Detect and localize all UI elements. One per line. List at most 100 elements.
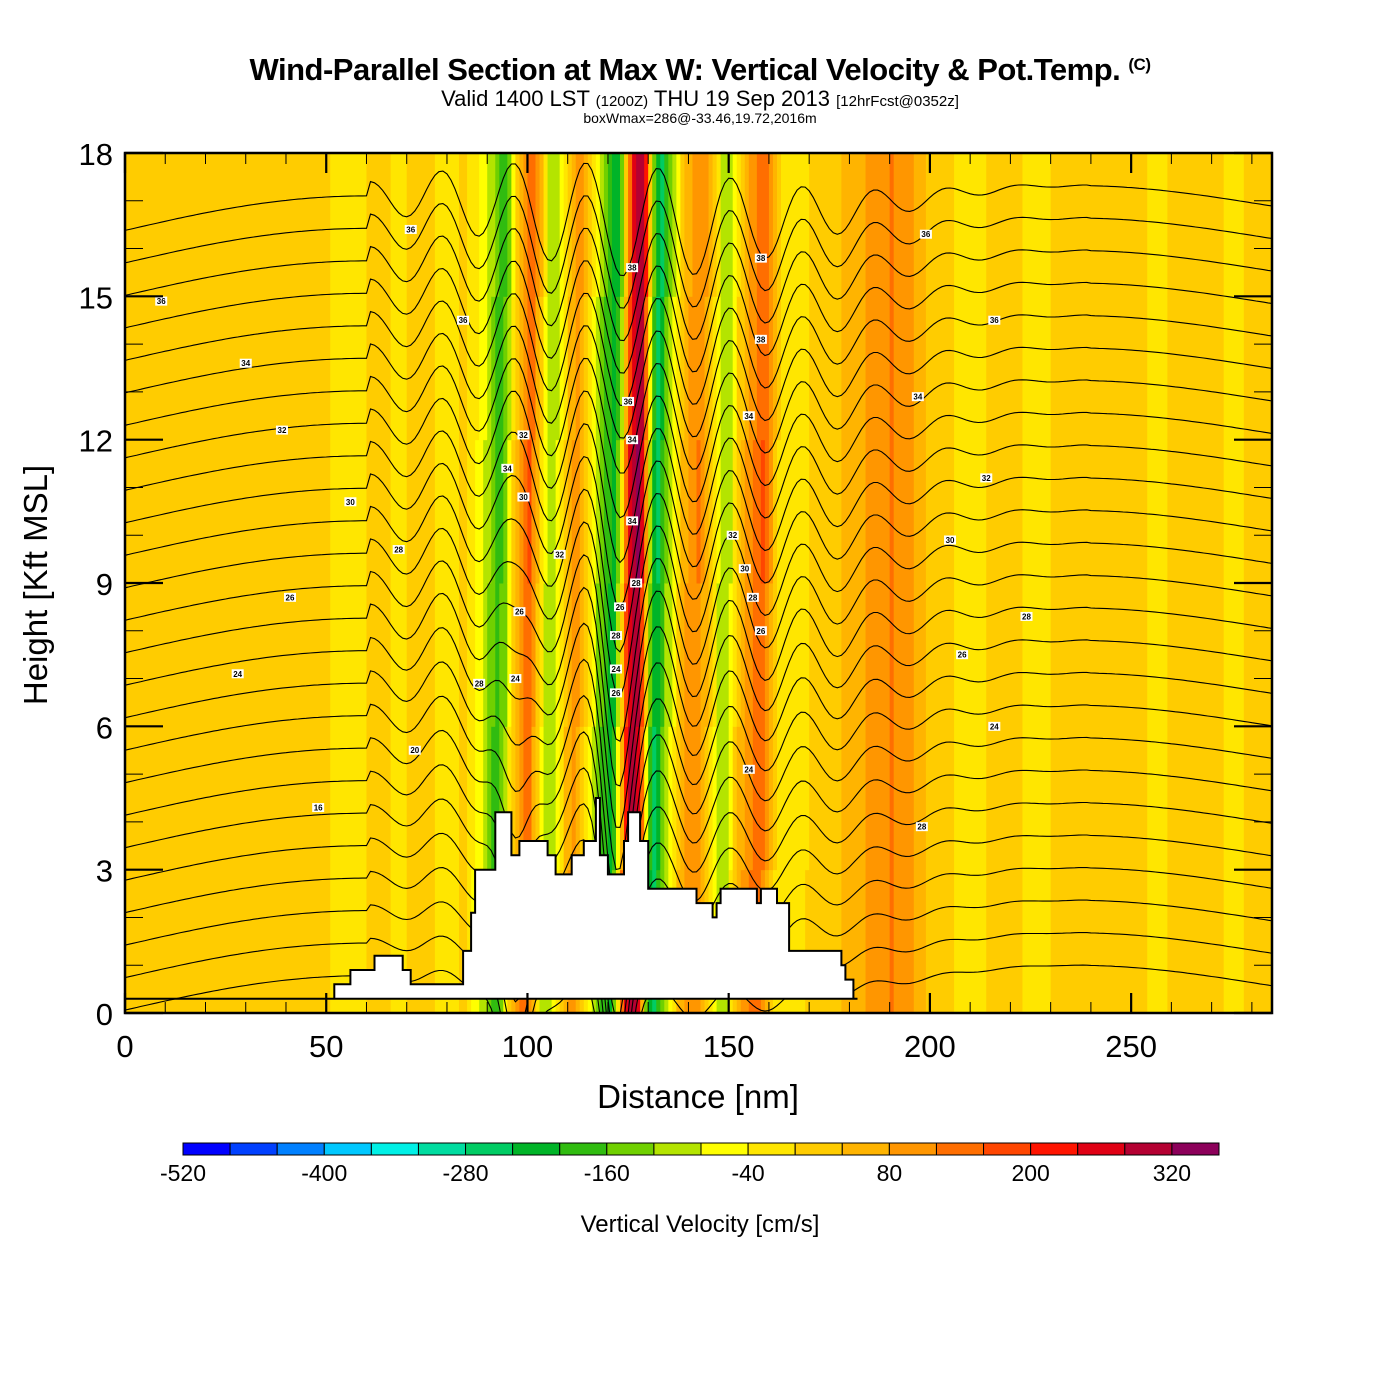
- velocity-cell: [410, 869, 416, 1013]
- velocity-cell: [1127, 439, 1132, 584]
- velocity-cell: [929, 583, 935, 727]
- isentrope-line: [125, 764, 1272, 992]
- velocity-cell: [1074, 439, 1080, 584]
- contour-label: 24: [509, 674, 522, 684]
- velocity-cell: [1018, 439, 1024, 584]
- velocity-cell: [1251, 439, 1257, 584]
- velocity-cell: [793, 869, 798, 1013]
- velocity-cell: [636, 583, 641, 727]
- velocity-cell: [595, 439, 601, 584]
- velocity-cell: [672, 153, 677, 297]
- velocity-cell: [865, 726, 871, 871]
- velocity-cell: [756, 296, 762, 441]
- velocity-cell: [1263, 439, 1269, 584]
- velocity-cell: [575, 439, 581, 584]
- velocity-cell: [1030, 153, 1036, 297]
- contour-label-text: 26: [515, 608, 524, 617]
- velocity-cell: [450, 726, 456, 871]
- velocity-cell: [1014, 583, 1020, 727]
- velocity-cell: [310, 296, 315, 441]
- velocity-cell: [277, 296, 283, 441]
- velocity-cell: [249, 153, 255, 297]
- velocity-cell: [265, 869, 271, 1013]
- velocity-cell: [760, 153, 766, 297]
- velocity-cell: [165, 583, 170, 727]
- velocity-cell: [269, 583, 275, 727]
- velocity-cell: [913, 583, 919, 727]
- velocity-cell: [676, 296, 681, 441]
- velocity-cell: [978, 869, 983, 1013]
- velocity-cell: [1082, 869, 1088, 1013]
- velocity-cell: [1251, 153, 1257, 297]
- velocity-cell: [837, 869, 842, 1013]
- velocity-cell: [294, 439, 299, 584]
- velocity-cell: [716, 439, 722, 584]
- velocity-cell: [306, 296, 311, 441]
- velocity-cell: [455, 869, 460, 1013]
- velocity-cell: [1267, 583, 1272, 727]
- velocity-cell: [1074, 583, 1080, 727]
- contour-label-text: 28: [612, 632, 621, 641]
- velocity-cell: [688, 153, 694, 297]
- velocity-cell: [487, 583, 492, 727]
- velocity-cell: [523, 296, 529, 441]
- velocity-cell: [797, 296, 802, 441]
- velocity-cell: [1255, 726, 1261, 871]
- velocity-cell: [1247, 439, 1253, 584]
- velocity-cell: [809, 296, 814, 441]
- velocity-cell: [1082, 439, 1088, 584]
- velocity-cell: [463, 439, 468, 584]
- velocity-cell: [1054, 153, 1060, 297]
- velocity-cell: [1090, 439, 1096, 584]
- velocity-cell: [205, 153, 211, 297]
- velocity-cell: [1119, 296, 1124, 441]
- velocity-cell: [285, 726, 291, 871]
- contour-label: 38: [626, 263, 639, 273]
- velocity-cell: [201, 153, 207, 297]
- velocity-cell: [998, 153, 1003, 297]
- isentrope-line: [125, 390, 1272, 519]
- velocity-cell: [901, 296, 907, 441]
- contour-label-text: 38: [756, 335, 765, 344]
- velocity-cell: [487, 153, 492, 297]
- velocity-cell: [269, 439, 275, 584]
- velocity-cell: [809, 869, 814, 1013]
- velocity-cell: [1183, 869, 1189, 1013]
- velocity-cell: [648, 153, 653, 297]
- velocity-cell: [547, 153, 553, 297]
- velocity-cell: [145, 439, 150, 584]
- velocity-cell: [434, 583, 440, 727]
- velocity-cell: [1062, 583, 1068, 727]
- isentrope-line: [125, 260, 1272, 374]
- velocity-cell: [531, 296, 537, 441]
- velocity-cell: [193, 583, 199, 727]
- velocity-cell: [748, 726, 754, 871]
- colorbar-tick-label: 200: [1011, 1160, 1049, 1186]
- velocity-cell: [374, 726, 380, 871]
- velocity-cell: [1018, 869, 1024, 1013]
- velocity-cell: [970, 439, 975, 584]
- velocity-cell: [322, 439, 327, 584]
- velocity-cell: [1195, 726, 1201, 871]
- velocity-cell: [865, 296, 871, 441]
- theta-contours: [125, 162, 1272, 1013]
- contour-label: 36: [404, 224, 417, 234]
- velocity-cell: [1082, 296, 1088, 441]
- velocity-cell: [137, 583, 142, 727]
- velocity-cell: [1171, 869, 1177, 1013]
- forecast-info: [12hrFcst@0352z]: [836, 93, 959, 110]
- velocity-cell: [298, 153, 303, 297]
- isentrope-line: [125, 162, 1272, 277]
- velocity-cell: [519, 439, 525, 584]
- velocity-cell: [519, 726, 525, 871]
- velocity-cell: [611, 296, 617, 441]
- velocity-cell: [821, 869, 826, 1013]
- velocity-cell: [925, 726, 931, 871]
- velocity-cell: [1026, 439, 1032, 584]
- velocity-cell: [772, 439, 778, 584]
- velocity-cell: [1167, 153, 1172, 297]
- velocity-cell: [696, 153, 702, 297]
- colorbar-bin: [370, 1142, 419, 1156]
- velocity-cell: [1207, 726, 1213, 871]
- isentrope-line: [125, 964, 1272, 1013]
